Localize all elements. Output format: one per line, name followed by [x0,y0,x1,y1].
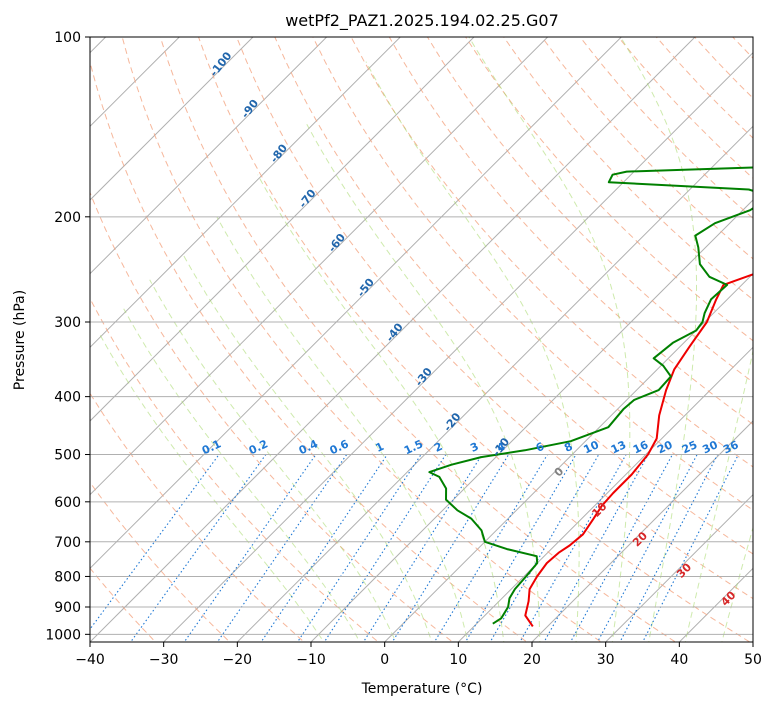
dry-adiabat-line [503,37,753,301]
y-tick-label: 900 [54,600,81,616]
dry-adiabat-line [236,37,753,600]
moist-adiabat-line [99,334,325,642]
dry-adiabat-line [312,37,753,511]
y-tick-label: 200 [54,210,81,226]
mixing-ratio-label: 13 [609,438,628,456]
isotherm-line [604,493,753,642]
y-tick-label: 800 [54,569,81,585]
mixing-ratio-label: 10 [582,438,602,456]
moist-adiabat-line [149,279,397,642]
profile-series [428,166,753,627]
dry-adiabat-line [90,60,528,642]
x-tick-label: −10 [296,652,326,668]
moist-adiabat-line [123,308,361,642]
x-tick-label: 50 [744,652,762,668]
x-axis-label: Temperature (°C) [361,681,483,697]
isotherm-line [90,37,696,642]
dry-adiabat-line [198,37,751,642]
chart-title: wetPf2_PAZ1.2025.194.02.25.G07 [285,11,559,31]
x-tick-label: 30 [597,652,615,668]
dry-adiabat-line [121,37,603,642]
isotherm-line [90,37,549,496]
moist-adiabat-line [216,216,469,642]
isotherm-line [457,346,753,642]
mixing-ratio-line [619,454,719,642]
mixing-ratio-line [569,454,673,642]
x-tick-label: −40 [75,652,105,668]
isotherm-line [90,37,402,349]
x-tick-label: 40 [670,652,688,668]
isotherm-line [90,37,254,201]
plot-frame [89,36,754,643]
dry-adiabat-line [465,37,753,342]
isotherm-line [90,37,475,422]
mixing-ratio-label: 25 [680,438,699,456]
isotherm-line [531,420,753,642]
dry-adiabat-line [90,191,454,642]
mixing-ratio-line [260,454,388,642]
temperature-line [524,273,753,627]
dry-adiabat-line [350,37,753,468]
dry-adiabat-line [90,481,231,642]
x-tick-label: −20 [223,652,253,668]
moist-adiabat-line [257,174,505,642]
mixing-ratio-line [489,454,600,642]
x-tick-label: 10 [449,652,467,668]
mixing-ratio-line [296,454,422,642]
mixing-ratio-line [216,454,348,642]
isotherm-line [90,37,328,275]
y-tick-label: 300 [54,315,81,331]
y-tick-label: 600 [54,495,81,511]
dry-adiabat-line [426,37,753,383]
x-tick-label: 20 [523,652,541,668]
isotherm-line [310,199,753,642]
moist-adiabat-line [181,252,433,642]
moist-adiabat-line [365,61,580,642]
isotherm-line [383,272,753,642]
y-tick-label: 100 [54,30,81,46]
x-tick-label: 0 [380,652,389,668]
mixing-ratio-label: 16 [631,438,651,456]
moist-adiabat-line [620,37,697,642]
moist-adiabat-line [684,348,753,642]
dewpoint-line [428,166,753,625]
mixing-ratio-line [519,454,627,642]
dry-adiabat-line [159,37,677,642]
mixing-ratio-line [433,454,548,642]
mixing-ratio-line [596,454,698,642]
y-axis-label: Pressure (hPa) [12,290,28,390]
mixing-ratio-line [642,454,739,642]
y-tick-label: 1000 [45,627,81,643]
dry-adiabat-line [274,37,753,555]
mixing-ratio-line [464,454,577,642]
mixing-ratio-label: 30 [700,438,720,456]
y-tick-label: 400 [54,390,81,406]
x-tick-label: −30 [149,652,179,668]
isotherm-line [162,51,753,642]
axes: −40 −30 −20 −10 0 10 20 30 40 50 100 200 300 400 500 60… [45,30,762,668]
background-lines [90,37,753,642]
mixing-ratio-line [543,454,649,642]
mixing-ratio-label: 36 [721,438,741,456]
moist-adiabat-line [721,525,753,642]
mixing-ratio-label: 20 [655,438,675,456]
dry-adiabat-line [388,37,753,425]
dry-adiabat-line [90,392,305,642]
y-tick-label: 500 [54,448,81,464]
moist-adiabat-line [468,37,631,642]
mixing-ratio-line [391,454,510,642]
dry-adiabat-line [90,297,380,642]
y-tick-label: 700 [54,535,81,551]
